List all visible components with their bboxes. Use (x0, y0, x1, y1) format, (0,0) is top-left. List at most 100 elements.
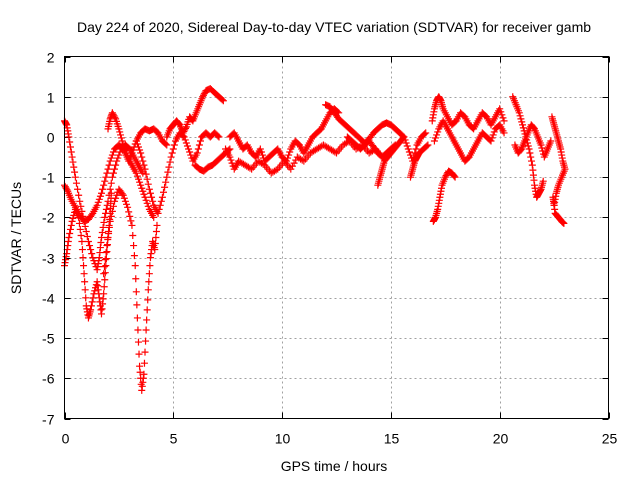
data-point (259, 151, 267, 159)
data-point (284, 154, 292, 162)
data-point (120, 194, 128, 202)
data-point (113, 191, 121, 199)
data-point (132, 275, 140, 283)
data-point (109, 169, 117, 177)
data-point (181, 136, 189, 144)
data-point (257, 148, 265, 156)
data-point (182, 124, 190, 132)
data-point (128, 149, 136, 157)
data-point (108, 109, 116, 117)
data-point (118, 137, 126, 145)
data-point (288, 162, 296, 170)
data-point (109, 110, 117, 118)
series-arc-t (548, 113, 569, 227)
x-tick-label: 10 (275, 431, 291, 447)
data-point (100, 218, 108, 226)
data-point (76, 225, 84, 233)
data-point (106, 185, 114, 193)
x-tick-label: 15 (384, 431, 400, 447)
data-point (80, 270, 88, 278)
data-point (286, 148, 294, 156)
data-point (451, 173, 459, 181)
data-point (115, 125, 123, 133)
data-point (530, 124, 538, 132)
series-arc-h (191, 145, 234, 175)
data-point (132, 137, 140, 145)
data-point (143, 175, 151, 183)
data-point (134, 326, 142, 334)
data-point (71, 173, 79, 181)
series-arc-p (430, 117, 508, 165)
data-point (119, 191, 127, 199)
data-point (499, 114, 507, 122)
data-point (517, 146, 525, 154)
data-point (487, 137, 495, 145)
data-point (519, 121, 527, 129)
data-point (80, 262, 88, 270)
data-point (200, 90, 208, 98)
data-point (537, 141, 545, 149)
data-point (77, 202, 85, 210)
data-point (124, 203, 132, 211)
data-point (103, 201, 111, 209)
y-tick-label: 1 (47, 90, 55, 106)
data-point (126, 212, 134, 220)
data-point (101, 256, 109, 264)
data-point (162, 178, 170, 186)
data-point (146, 262, 154, 270)
data-point (256, 145, 264, 153)
data-point (450, 172, 458, 180)
data-point (106, 157, 114, 165)
data-point (66, 225, 74, 233)
data-point (67, 148, 75, 156)
data-point (185, 145, 193, 153)
data-point (402, 139, 410, 147)
data-point (123, 200, 131, 208)
data-point (62, 184, 70, 192)
data-point (161, 183, 169, 191)
data-point (96, 192, 104, 200)
data-point (489, 131, 497, 139)
data-point (197, 137, 204, 145)
data-point (331, 148, 339, 156)
data-point (500, 117, 508, 125)
y-tick-label: -7 (42, 412, 55, 428)
data-point (298, 156, 306, 164)
data-point (87, 246, 95, 254)
data-point (132, 288, 140, 296)
data-point (401, 136, 409, 144)
data-point (526, 149, 534, 157)
data-point (133, 301, 141, 309)
data-point (105, 229, 113, 237)
data-point (89, 254, 97, 262)
data-point (104, 165, 112, 173)
data-point (403, 142, 411, 150)
data-point (115, 151, 123, 159)
data-point (100, 270, 108, 278)
data-point (114, 154, 122, 162)
data-point (219, 97, 227, 105)
y-axis-label: SDTVAR / TECUs (8, 182, 24, 294)
data-point (69, 158, 77, 166)
data-point (143, 306, 151, 314)
series-arc-e (104, 109, 171, 165)
x-tick-label: 5 (170, 431, 178, 447)
data-point (111, 197, 119, 205)
data-point (405, 148, 413, 156)
data-point (442, 172, 450, 180)
data-point (100, 290, 108, 298)
data-point (109, 148, 117, 156)
series-arc-g (163, 85, 227, 141)
data-point (215, 133, 223, 141)
data-point (66, 138, 74, 146)
data-point (154, 209, 162, 217)
data-point (100, 263, 108, 271)
data-point (113, 157, 121, 165)
data-point (167, 153, 175, 161)
data-point (151, 240, 159, 248)
data-point (134, 143, 142, 151)
data-point (272, 166, 280, 174)
data-point (61, 183, 69, 191)
data-point (133, 172, 141, 180)
y-tick-label: -6 (42, 371, 55, 387)
